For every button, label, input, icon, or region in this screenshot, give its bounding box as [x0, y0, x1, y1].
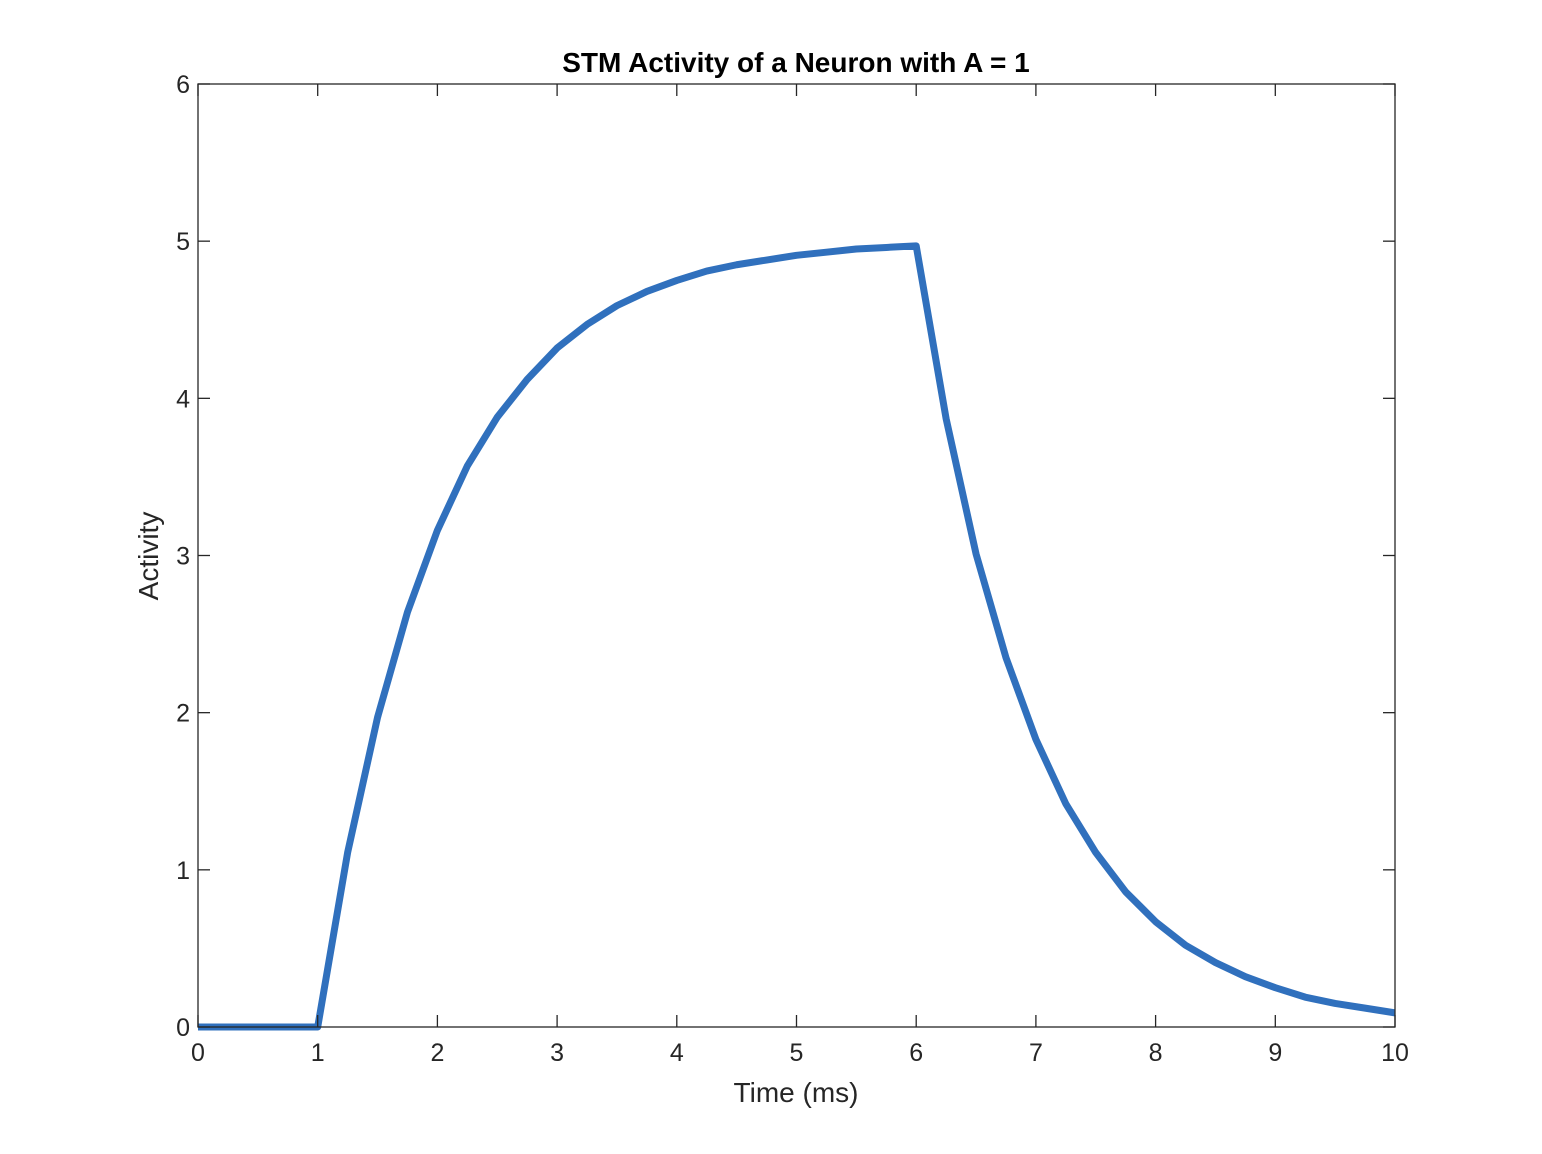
x-tick-label: 4: [670, 1039, 684, 1067]
x-ticks: 0 1 2 3 4 5 6 7 8 9 10: [191, 84, 1409, 1067]
x-tick-label: 2: [430, 1039, 444, 1067]
plot-area: [198, 84, 1395, 1027]
x-tick-label: 5: [790, 1039, 804, 1067]
x-tick-label: 6: [909, 1039, 923, 1067]
y-tick-label: 0: [176, 1014, 190, 1042]
y-tick-label: 3: [176, 543, 190, 571]
x-tick-label: 3: [550, 1039, 564, 1067]
x-axis-label: Time (ms): [734, 1077, 859, 1108]
axes: [198, 84, 1395, 1027]
y-tick-label: 1: [176, 857, 190, 885]
series-layer: [197, 242, 1396, 1031]
x-tick-label: 7: [1029, 1039, 1043, 1067]
y-tick-label: 2: [176, 700, 190, 728]
x-tick-label: 1: [311, 1039, 325, 1067]
chart-title: STM Activity of a Neuron with A = 1: [562, 47, 1030, 78]
x-tick-label: 0: [191, 1039, 205, 1067]
x-tick-label: 9: [1268, 1039, 1282, 1067]
y-tick-label: 5: [176, 228, 190, 256]
y-tick-label: 6: [176, 71, 190, 99]
x-tick-label: 8: [1149, 1039, 1163, 1067]
y-axis-label: Activity: [133, 512, 164, 601]
x-tick-label: 10: [1381, 1039, 1409, 1067]
y-tick-label: 4: [176, 385, 190, 413]
y-ticks: 0 1 2 3 4 5 6: [176, 71, 1395, 1042]
